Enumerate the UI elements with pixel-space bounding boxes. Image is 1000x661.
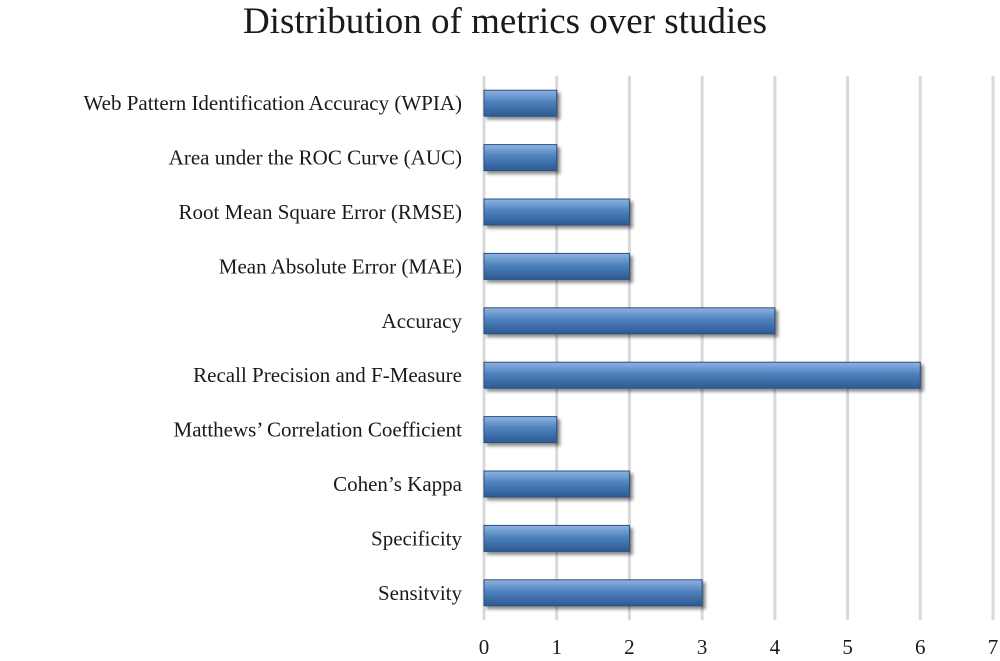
bars bbox=[483, 89, 921, 607]
category-label: Cohen’s Kappa bbox=[333, 472, 463, 496]
category-label: Recall Precision and F-Measure bbox=[193, 363, 462, 387]
bar bbox=[483, 307, 776, 335]
bar bbox=[483, 198, 630, 226]
bar bbox=[483, 579, 703, 607]
x-tick-label: 5 bbox=[842, 635, 853, 659]
category-label: Area under the ROC Curve (AUC) bbox=[169, 146, 462, 170]
category-label: Mean Absolute Error (MAE) bbox=[219, 254, 462, 278]
x-tick-label: 4 bbox=[770, 635, 781, 659]
bar bbox=[483, 252, 630, 280]
category-label: Matthews’ Correlation Coefficient bbox=[174, 418, 463, 442]
chart-title: Distribution of metrics over studies bbox=[242, 1, 768, 42]
category-label: Web Pattern Identification Accuracy (WPI… bbox=[84, 91, 463, 115]
bar bbox=[483, 361, 921, 389]
category-label: Specificity bbox=[371, 526, 462, 550]
x-tick-label: 1 bbox=[551, 635, 562, 659]
x-tick-label: 0 bbox=[479, 635, 490, 659]
bar bbox=[483, 524, 630, 552]
category-label: Accuracy bbox=[382, 309, 463, 333]
bar bbox=[483, 416, 558, 444]
x-axis-tick-labels: 0 1 2 3 4 5 6 7 bbox=[479, 635, 999, 659]
x-tick-label: 6 bbox=[915, 635, 926, 659]
category-label: Root Mean Square Error (RMSE) bbox=[179, 200, 462, 224]
x-tick-label: 7 bbox=[988, 635, 999, 659]
category-labels: Web Pattern Identification Accuracy (WPI… bbox=[84, 91, 463, 605]
bar bbox=[483, 470, 630, 498]
category-label: Sensitvity bbox=[378, 581, 463, 605]
bar bbox=[483, 89, 558, 117]
bar bbox=[483, 144, 558, 172]
x-tick-label: 3 bbox=[697, 635, 708, 659]
x-tick-label: 2 bbox=[624, 635, 635, 659]
